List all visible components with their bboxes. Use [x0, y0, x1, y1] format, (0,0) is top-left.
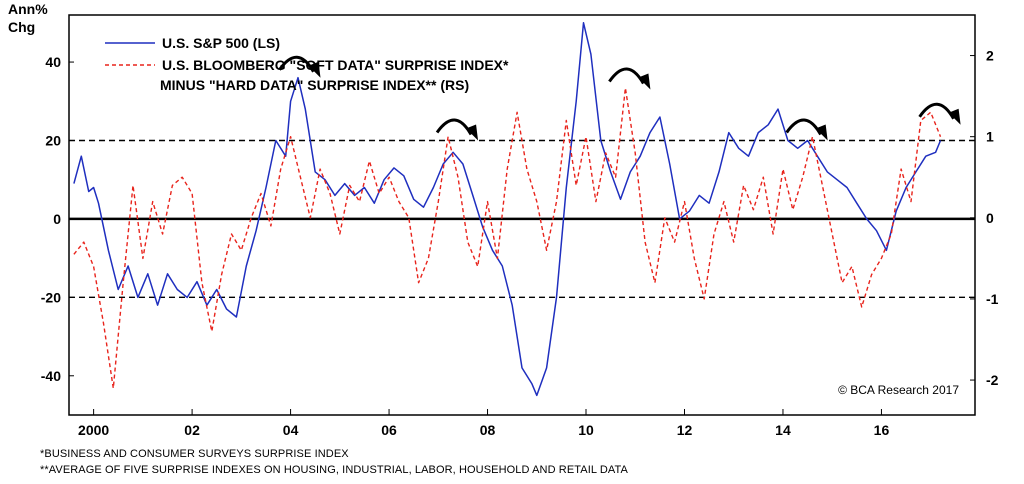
x-tick-label: 2000 — [78, 422, 109, 438]
right-tick-label: -2 — [986, 372, 999, 388]
x-tick-label: 06 — [381, 422, 397, 438]
left-tick-label: -20 — [41, 289, 61, 305]
legend-label: MINUS "HARD DATA" SURPRISE INDEX** (RS) — [160, 77, 469, 93]
x-tick-label: 08 — [480, 422, 496, 438]
left-axis-label: Chg — [8, 19, 35, 35]
arrowhead-icon — [638, 73, 651, 90]
arrowhead-icon — [948, 108, 961, 125]
x-tick-label: 02 — [184, 422, 200, 438]
left-tick-label: 0 — [53, 211, 61, 227]
x-tick-label: 10 — [578, 422, 594, 438]
left-tick-label: -40 — [41, 368, 61, 384]
x-tick-label: 14 — [775, 422, 791, 438]
footnote-soft-data: *BUSINESS AND CONSUMER SURVEYS SURPRISE … — [40, 448, 349, 460]
right-tick-label: 2 — [986, 48, 994, 64]
credit-label: © BCA Research 2017 — [838, 383, 959, 397]
left-tick-label: 40 — [45, 54, 61, 70]
x-tick-label: 16 — [874, 422, 890, 438]
left-tick-label: 20 — [45, 132, 61, 148]
legend-label: U.S. S&P 500 (LS) — [162, 35, 280, 51]
arrowhead-icon — [466, 124, 479, 141]
right-tick-label: 0 — [986, 210, 994, 226]
x-tick-label: 12 — [677, 422, 693, 438]
right-tick-label: 1 — [986, 129, 994, 145]
trend-arrow-icon — [785, 118, 822, 136]
arrowhead-icon — [308, 61, 321, 78]
left-axis-label: Ann% — [8, 1, 48, 17]
plot-frame — [68, 14, 976, 416]
series-line-surprise-index — [73, 87, 942, 389]
x-tick-label: 04 — [283, 422, 299, 438]
footnote-hard-data: **AVERAGE OF FIVE SURPRISE INDEXES ON HO… — [40, 464, 628, 476]
arrowhead-icon — [815, 124, 828, 141]
trend-arrow-icon — [608, 67, 645, 85]
trend-arrow-icon — [435, 118, 473, 136]
right-tick-label: -1 — [986, 291, 999, 307]
legend-label: U.S. BLOOMBERG "SOFT DATA" SURPRISE INDE… — [162, 57, 509, 73]
series-line-sp500 — [73, 22, 942, 397]
